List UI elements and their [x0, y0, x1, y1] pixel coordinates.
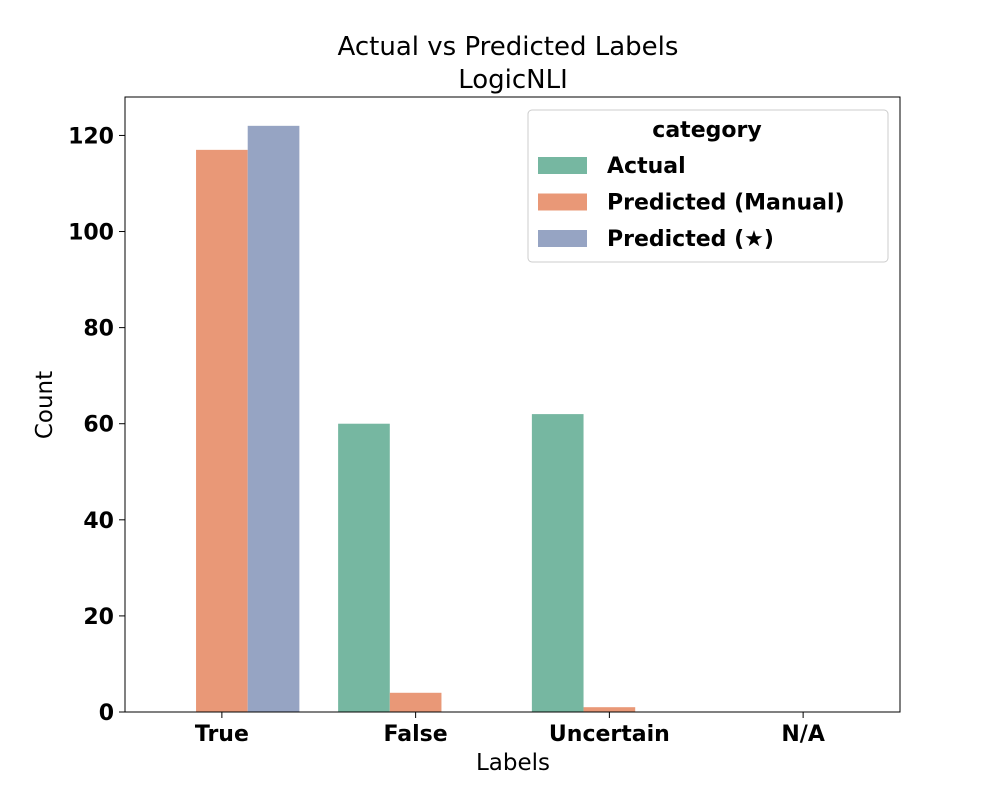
- y-tick-label: 100: [68, 221, 114, 246]
- legend-swatch: [538, 157, 587, 174]
- legend-swatch: [538, 193, 587, 211]
- bar: [338, 423, 390, 712]
- x-tick-label: Uncertain: [549, 722, 670, 747]
- legend-swatch: [538, 230, 587, 247]
- y-tick-label: 120: [68, 124, 114, 149]
- chart-subtitle: LogicNLI: [458, 65, 568, 95]
- y-tick-label: 0: [99, 701, 114, 726]
- legend-entry-label: Predicted (★): [607, 227, 774, 252]
- x-tick-label: True: [195, 722, 249, 747]
- bar: [196, 149, 248, 712]
- legend-entry-label: Predicted (Manual): [607, 191, 845, 216]
- bar: [531, 414, 584, 712]
- plot-area: 0 20 40 60 80 100 120 True False Uncertain N/A: [68, 96, 901, 747]
- y-axis-label: Count: [32, 371, 58, 439]
- x-tick-label: False: [384, 722, 448, 747]
- legend-title: category: [652, 118, 761, 143]
- legend-entry-label: Actual: [607, 154, 686, 179]
- axes-frame: [124, 96, 901, 713]
- chart-title: Actual vs Predicted Labels: [338, 32, 679, 62]
- legend: category Actual Predicted (Manual) Predict…: [527, 109, 889, 263]
- y-tick-label: 20: [83, 605, 114, 630]
- bar: [389, 692, 442, 712]
- y-tick-label: 60: [83, 413, 114, 438]
- legend-frame: [527, 109, 889, 263]
- y-tick-label: 40: [83, 509, 114, 534]
- bar: [583, 707, 636, 712]
- bar: [247, 125, 300, 712]
- x-tick-label: N/A: [781, 722, 824, 747]
- y-tick-label: 80: [83, 317, 114, 342]
- x-axis-label: Labels: [476, 750, 550, 776]
